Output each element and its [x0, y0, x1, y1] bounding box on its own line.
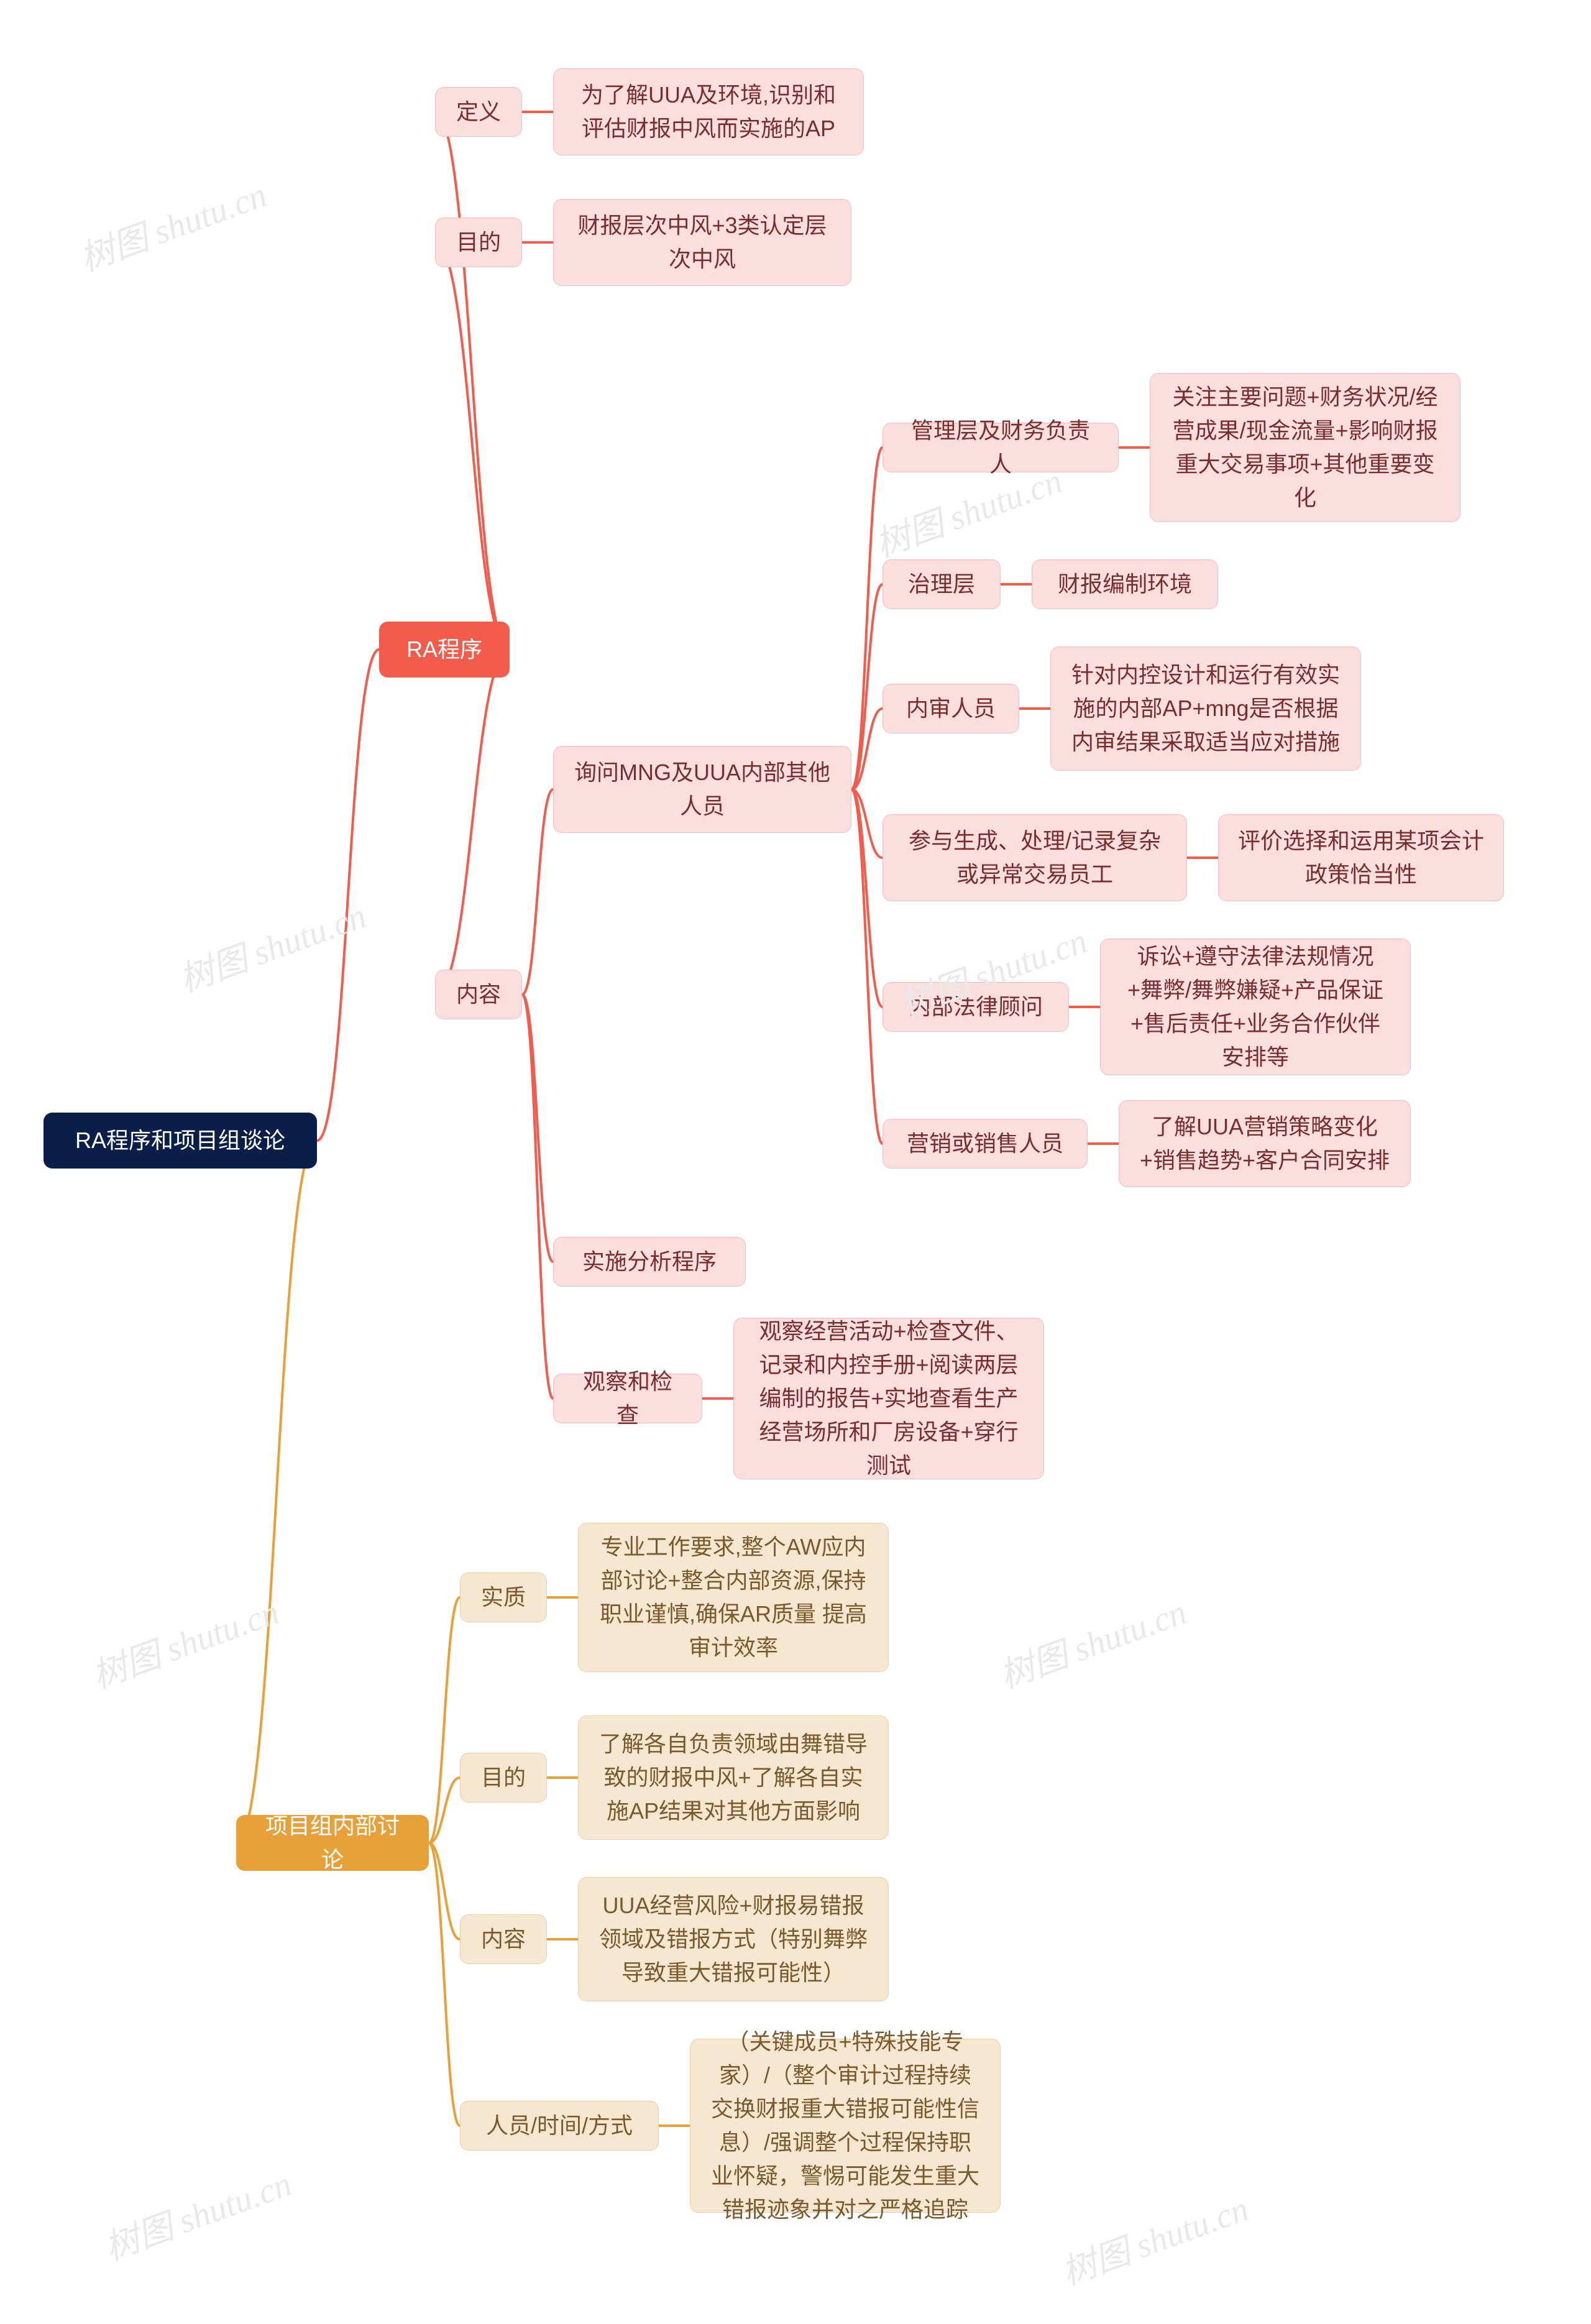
node-gov: 治理层 — [883, 559, 1001, 609]
node-ask: 询问MNG及UUA内部其他人员 — [553, 746, 851, 833]
node-emp: 参与生成、处理/记录复杂或异常交易员工 — [883, 814, 1187, 901]
node-legal: 内部法律顾问 — [883, 982, 1069, 1032]
node-mgmt-value: 关注主要问题+财务状况/经营成果/现金流量+影响财报重大交易事项+其他重要变化 — [1150, 373, 1460, 522]
connector — [522, 994, 553, 1262]
connector — [317, 650, 379, 1141]
node-team-purpose-value: 了解各自负责领域由舞错导致的财报中风+了解各自实施AP结果对其他方面影响 — [578, 1715, 889, 1840]
watermark: 树图 shutu.cn — [97, 2156, 298, 2271]
watermark: 树图 shutu.cn — [85, 1584, 285, 1699]
node-analyze: 实施分析程序 — [553, 1237, 746, 1287]
branch-ra: RA程序 — [379, 622, 510, 677]
connector — [435, 112, 510, 650]
connector — [435, 650, 510, 994]
node-emp-value: 评价选择和运用某项会计政策恰当性 — [1218, 814, 1504, 901]
node-gov-value: 财报编制环境 — [1032, 559, 1218, 609]
connector — [522, 789, 553, 994]
node-ra-def: 定义 — [435, 87, 522, 137]
watermark: 树图 shutu.cn — [172, 888, 372, 1003]
node-ia-value: 针对内控设计和运行有效实施的内部AP+mng是否根据内审结果采取适当应对措施 — [1050, 646, 1361, 771]
node-legal-value: 诉讼+遵守法律法规情况+舞弊/舞弊嫌疑+产品保证+售后责任+业务合作伙伴安排等 — [1100, 939, 1411, 1075]
branch-team: 项目组内部讨论 — [236, 1815, 429, 1871]
node-observe: 观察和检查 — [553, 1374, 702, 1423]
watermark: 树图 shutu.cn — [1054, 2181, 1255, 2295]
node-team-content: 内容 — [460, 1914, 547, 1964]
node-team-who-value: （关键成员+特殊技能专家）/（整个审计过程持续交换财报重大错报可能性信息）/强调… — [690, 2039, 1001, 2213]
connector — [429, 1843, 460, 1939]
node-team-who: 人员/时间/方式 — [460, 2101, 659, 2151]
node-ra-content: 内容 — [435, 970, 522, 1019]
node-sales: 营销或销售人员 — [883, 1119, 1088, 1169]
node-ra-purpose: 目的 — [435, 218, 522, 267]
node-ia: 内审人员 — [883, 684, 1019, 733]
node-team-ess: 实质 — [460, 1573, 547, 1622]
connector — [429, 1597, 460, 1843]
connector — [851, 448, 883, 789]
node-mgmt: 管理层及财务负责人 — [883, 423, 1119, 472]
root-node: RA程序和项目组谈论 — [44, 1113, 317, 1169]
connector — [851, 709, 883, 789]
connector — [429, 1843, 460, 2126]
watermark: 树图 shutu.cn — [992, 1584, 1193, 1699]
connector — [522, 994, 553, 1399]
node-ra-purpose-value: 财报层次中风+3类认定层次中风 — [553, 199, 851, 286]
node-team-content-value: UUA经营风险+财报易错报领域及错报方式（特别舞弊导致重大错报可能性） — [578, 1877, 889, 2001]
connector — [851, 789, 883, 1007]
node-sales-value: 了解UUA营销策略变化+销售趋势+客户合同安排 — [1119, 1100, 1411, 1187]
connector — [851, 789, 883, 1144]
watermark: 树图 shutu.cn — [72, 167, 273, 282]
connector — [429, 1778, 460, 1843]
node-observe-value: 观察经营活动+检查文件、记录和内控手册+阅读两层编制的报告+实地查看生产经营场所… — [733, 1318, 1044, 1479]
node-ra-def-value: 为了解UUA及环境,识别和评估财报中风而实施的AP — [553, 68, 864, 155]
connector — [851, 584, 883, 789]
connector — [236, 1141, 317, 1843]
connector — [851, 789, 883, 858]
node-team-ess-value: 专业工作要求,整个AW应内部讨论+整合内部资源,保持职业谨慎,确保AR质量 提高… — [578, 1523, 889, 1672]
connector — [435, 242, 510, 650]
node-team-purpose: 目的 — [460, 1753, 547, 1803]
